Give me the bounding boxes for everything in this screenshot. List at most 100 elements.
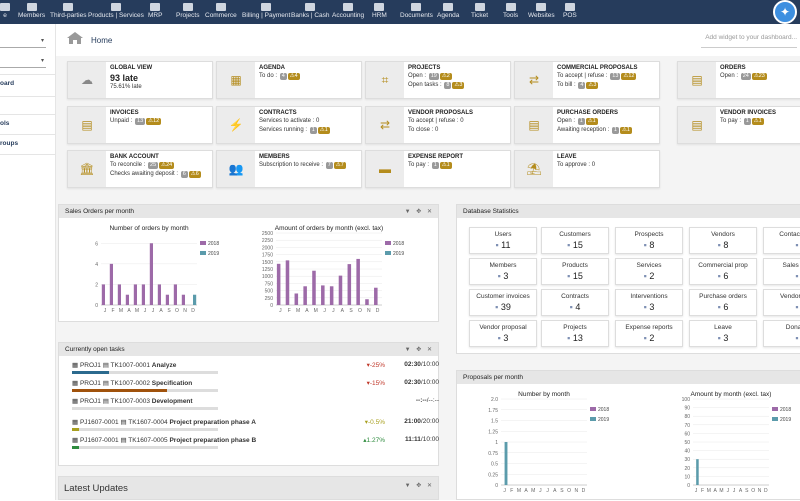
box-expense-report[interactable]: ▬ EXPENSE REPORT To pay : 1 ⚠1 [365, 150, 511, 188]
task-name: Project preparation phase A [169, 419, 256, 426]
stat-members[interactable]: Members ▪ 3 [469, 258, 537, 285]
menu-third-parties[interactable]: Third-parties [50, 0, 86, 24]
task-progress-bar [72, 428, 218, 431]
menu-documents[interactable]: Documents [400, 0, 433, 24]
menu-banks-cash[interactable]: Banks | Cash [291, 0, 330, 24]
menu-hrm[interactable]: HRM [372, 0, 387, 24]
menu-products-services[interactable]: Products | Services [88, 0, 144, 24]
project-ref[interactable]: ▦ PROJ1 [72, 398, 103, 405]
bar-2018 [365, 299, 369, 305]
stat-commercial-prop[interactable]: Commercial prop ▪ 6 [689, 258, 757, 285]
project-ref[interactable]: ▦ PROJ1 [72, 362, 103, 369]
task-ref[interactable]: ▤ TK1607-0004 [120, 419, 170, 426]
box-purchase-orders[interactable]: ▤ PURCHASE ORDERS Open : 1 ⚠1 Awaiting recep… [514, 106, 660, 144]
panel-tools-icon[interactable]: ▼ ✥ ✕ [404, 347, 434, 353]
home-icon[interactable] [66, 31, 84, 45]
sidebar-item-dashboard[interactable]: oard [0, 80, 15, 87]
stat-services[interactable]: Services ▪ 2 [615, 258, 683, 285]
breadcrumb-home[interactable]: Home [91, 36, 113, 45]
box-invoices[interactable]: ▤ INVOICES Unpaid : 13 ⚠12 [67, 106, 213, 144]
stat-users[interactable]: Users ▪ 11 [469, 227, 537, 254]
box-line: To accept | refuse : 0 [408, 118, 464, 124]
box-contracts[interactable]: ⚡ CONTRACTS Services to activate : 0 Servi… [216, 106, 362, 144]
x-tick-label: J [279, 308, 282, 314]
panel-tools-icon[interactable]: ▼ ✥ ✕ [404, 483, 434, 489]
menu-billing-payment[interactable]: Billing | Payment [242, 0, 290, 24]
add-widget-select[interactable]: Add widget to your dashboard... [701, 34, 797, 48]
task-row[interactable]: ▦ PJ1607-0001 ▤ TK1607-0004 Project prep… [72, 418, 439, 432]
box-title: EXPENSE REPORT [408, 154, 464, 160]
panel-tools-icon[interactable]: ▼ ✥ ✕ [404, 209, 434, 215]
file-icon: ▪ [569, 302, 576, 312]
box-bank-account[interactable]: 🏛 BANK ACCOUNT To reconcile : 25 ⚠24 Checks … [67, 150, 213, 188]
box-title: LEAVE [557, 154, 577, 160]
task-ref[interactable]: ▤ TK1007-0002 [102, 380, 152, 387]
x-tick-label: N [574, 488, 578, 494]
box-orders[interactable]: ▤ ORDERS Open : 24 ⚠23 [677, 61, 800, 99]
late-badge: ⚠12 [146, 118, 162, 125]
menu-websites[interactable]: Websites [528, 0, 555, 24]
stat-contacts-ad[interactable]: Contacts/Ad ▪ [763, 227, 800, 254]
menu-members[interactable]: Members [18, 0, 45, 24]
stat-value: ▪ 13 [542, 333, 608, 343]
box-vendor-invoices[interactable]: ▤ VENDOR INVOICES To pay : 1 ⚠1 [677, 106, 800, 144]
stat-vendor-proposal[interactable]: Vendor proposal ▪ 3 [469, 320, 537, 347]
menu-mrp[interactable]: MRP [148, 0, 162, 24]
box-commercial-proposals[interactable]: ⇄ COMMERCIAL PROPOSALS To accept | refuse … [514, 61, 660, 99]
stat-leave[interactable]: Leave ▪ 3 [689, 320, 757, 347]
box-members[interactable]: 👥 MEMBERS Subscription to receive : 7 ⚠7 [216, 150, 362, 188]
box-global-view[interactable]: ☁ GLOBAL VIEW 93 late 75.61% late [67, 61, 213, 99]
user-avatar[interactable]: ✦ [773, 0, 797, 24]
cube-icon: ▪ [643, 271, 650, 281]
box-projects[interactable]: ⌗ PROJECTS Open : 19 ⚠2 Open tasks : 8 ⚠3 [365, 61, 511, 99]
stat-vendors[interactable]: Vendors ▪ 8 [689, 227, 757, 254]
menu-agenda[interactable]: Agenda [437, 0, 459, 24]
stat-prospects[interactable]: Prospects ▪ 8 [615, 227, 683, 254]
task-time: 21:00/20:00 [404, 418, 439, 425]
stat-label: Members [489, 262, 517, 269]
box-agenda[interactable]: ▦ AGENDA To do : 4 ⚠4 [216, 61, 362, 99]
project-ref[interactable]: ▦ PJ1607-0001 [72, 437, 121, 444]
x-tick-label: J [332, 308, 335, 314]
project-ref[interactable]: ▦ PROJ1 [72, 380, 103, 387]
menu-projects[interactable]: Projects [176, 0, 199, 24]
task-row[interactable]: ▦ PROJ1 ▤ TK1007-0003 Development --:--/-… [72, 397, 439, 411]
task-row[interactable]: ▦ PJ1607-0001 ▤ TK1607-0005 Project prep… [72, 436, 439, 450]
stat-purchase-orders[interactable]: Purchase orders ▪ 6 [689, 289, 757, 316]
menu-pos[interactable]: POS [563, 0, 577, 24]
task-ref[interactable]: ▤ TK1007-0001 [102, 362, 152, 369]
stat-label: Commercial prop [698, 262, 748, 269]
stat-expense-reports[interactable]: Expense reports ▪ 2 [615, 320, 683, 347]
late-badge: ⚠12 [621, 73, 637, 80]
stat-vendors-inv[interactable]: Vendors inv ▪ [763, 289, 800, 316]
menu-tools[interactable]: Tools [503, 0, 518, 24]
stat-customers[interactable]: Customers ▪ 15 [541, 227, 609, 254]
stat-sales-ord[interactable]: Sales Ord ▪ [763, 258, 800, 285]
task-row[interactable]: ▦ PROJ1 ▤ TK1007-0001 Analyze ▾-25% 02:30/… [72, 361, 439, 375]
task-ref[interactable]: ▤ TK1007-0003 [102, 398, 152, 405]
sidebar-item-tools[interactable]: ols [0, 120, 10, 127]
project-ref[interactable]: ▦ PJ1607-0001 [72, 419, 121, 426]
box-leave[interactable]: ⛱ LEAVE To approve : 0 [514, 150, 660, 188]
menu-ticket[interactable]: Ticket [471, 0, 488, 24]
stat-products[interactable]: Products ▪ 15 [541, 258, 609, 285]
sidebar-select-2[interactable]: ▾ [0, 54, 46, 68]
menu-commerce[interactable]: Commerce [205, 0, 237, 24]
box-vendor-proposals[interactable]: ⇄ VENDOR PROPOSALS To accept | refuse : 0 … [365, 106, 511, 144]
sidebar-item-groups[interactable]: roups [0, 140, 19, 147]
task-row[interactable]: ▦ PROJ1 ▤ TK1007-0002 Specification ▾-15%… [72, 379, 439, 393]
task-ref[interactable]: ▤ TK1607-0005 [120, 437, 170, 444]
building-icon: ▪ [643, 240, 650, 250]
stat-contracts[interactable]: Contracts ▪ 4 [541, 289, 609, 316]
menu-accounting[interactable]: Accounting [332, 0, 364, 24]
stat-interventions[interactable]: Interventions ▪ 3 [615, 289, 683, 316]
stat-projects[interactable]: Projects ▪ 13 [541, 320, 609, 347]
chevron-down-icon: ▾ [40, 58, 44, 64]
stat-customer-invoices[interactable]: Customer invoices ▪ 39 [469, 289, 537, 316]
menu-e[interactable]: e [0, 0, 10, 24]
y-tick-label: 0 [495, 483, 498, 489]
sidebar-select-1[interactable]: ▾ [0, 34, 46, 48]
stat-label: Sales Ord [782, 262, 800, 269]
box-line-text: Checks awaiting deposit : [110, 171, 180, 177]
stat-donatio[interactable]: Donatio ▪ [763, 320, 800, 347]
